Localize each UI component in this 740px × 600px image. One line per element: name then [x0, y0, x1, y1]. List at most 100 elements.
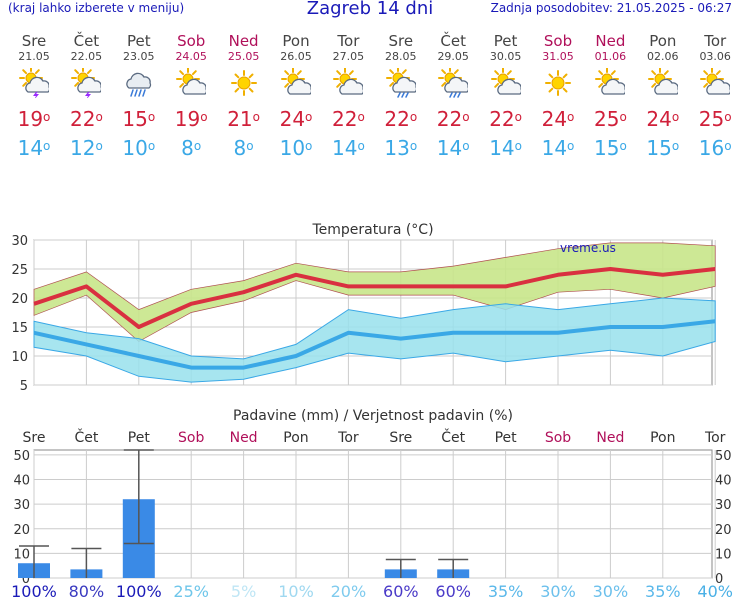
category-label: Pet	[495, 430, 518, 446]
min-temp: 14o	[541, 136, 575, 160]
min-temp: 14o	[489, 136, 522, 160]
sun-cloud-icon	[595, 68, 626, 95]
max-temp: 19o	[17, 107, 51, 131]
day-column: Pet 30.05 22o 14o	[480, 32, 532, 161]
precip-probability: 35%	[645, 582, 681, 600]
day-column: Sob 31.05 24o 14o	[532, 32, 584, 161]
sun-cloud-icon	[333, 68, 364, 95]
category-label: Pon	[650, 430, 675, 446]
min-temp: 14o	[17, 136, 51, 160]
location-menu-note: (kraj lahko izberete v meniju)	[8, 1, 185, 15]
max-temp: 25o	[698, 107, 732, 131]
precipitation-chart: Padavine (mm) / Verjetnost padavin (%) Sr…	[11, 408, 733, 600]
max-temp: 22o	[331, 107, 365, 131]
day-name: Pon	[649, 32, 677, 50]
y-tick-label: 25	[11, 263, 28, 278]
day-name: Pet	[493, 32, 518, 50]
category-label: Ned	[596, 430, 624, 446]
day-column: Sre 28.05 22o 13o	[375, 33, 427, 161]
max-temp: 15o	[122, 107, 156, 131]
day-name: Pet	[126, 32, 151, 50]
watermark: vreme.us	[560, 241, 616, 255]
max-temp-band	[33, 242, 716, 342]
sun-icon	[230, 70, 257, 96]
category-label: Tor	[337, 430, 359, 446]
day-date: 21.05	[18, 50, 50, 63]
y-tick-label-left: 10	[13, 547, 30, 562]
category-label: Ned	[230, 430, 258, 446]
y-tick-label-right: 30	[715, 498, 732, 513]
sun-cloud-icon	[281, 68, 311, 95]
precip-probability: 30%	[593, 582, 629, 600]
max-temp: 22o	[436, 107, 470, 131]
temp-chart-title: Temperatura (°C)	[311, 222, 433, 238]
min-temp: 8o	[181, 136, 202, 160]
day-column: Tor 03.06 25o 16o	[689, 32, 740, 161]
page-title: Zagreb 14 dni	[306, 0, 434, 19]
sun-cloud-icon	[647, 68, 678, 95]
sun-cloud-storm-icon	[19, 68, 49, 98]
precip-probability: 60%	[383, 582, 419, 600]
min-temp: 14o	[331, 136, 365, 160]
y-tick-label-left: 40	[13, 474, 30, 489]
day-date: 30.05	[489, 50, 522, 63]
day-column: Pon 02.06 24o 15o	[637, 32, 689, 161]
precip-probability: 35%	[488, 582, 524, 600]
day-date: 03.06	[699, 50, 731, 63]
sun-icon	[545, 70, 571, 96]
day-date: 25.05	[227, 50, 260, 63]
day-date: 02.06	[647, 50, 679, 63]
y-tick-label-right: 20	[715, 523, 732, 538]
sun-cloud-storm-icon	[71, 68, 102, 98]
min-temp: 8o	[233, 136, 254, 160]
y-tick-label-left: 0	[22, 572, 30, 587]
last-updated: Zadnja posodobitev: 21.05.2025 - 06:27	[490, 1, 732, 15]
y-tick-label: 10	[11, 350, 28, 365]
min-temp: 15o	[646, 136, 680, 160]
day-column: Sre 21.05 19o 14o	[8, 32, 60, 161]
max-temp: 19o	[174, 107, 208, 131]
min-temp: 10o	[279, 136, 313, 160]
day-name: Sob	[543, 32, 573, 50]
day-name: Čet	[440, 32, 466, 50]
day-column: Ned 01.06 25o 15o	[584, 32, 636, 161]
min-temp-band	[33, 297, 716, 383]
y-tick-label-left: 20	[13, 523, 30, 538]
day-name: Ned	[595, 32, 626, 50]
day-column: Pet 23.05 15o 10o	[113, 32, 165, 161]
max-temp: 24o	[646, 107, 680, 131]
day-name: Ned	[228, 32, 259, 50]
day-name: Čet	[73, 32, 100, 50]
max-temp: 24o	[541, 107, 575, 131]
sun-cloud-icon	[490, 68, 521, 95]
category-label: Čet	[74, 428, 98, 446]
day-column: Pon 26.05 24o 10o	[270, 32, 322, 161]
day-name: Sre	[21, 32, 47, 50]
day-date: 31.05	[542, 50, 574, 63]
category-label: Čet	[441, 428, 465, 446]
day-name: Tor	[704, 32, 727, 50]
day-column: Tor 27.05 22o 14o	[322, 33, 374, 161]
category-label: Sob	[178, 430, 204, 446]
temperature-chart: 5 10 15 20 25 30 vreme.us Temperatura (°C)	[11, 222, 716, 394]
min-temp: 16o	[698, 136, 732, 160]
precip-probability: 25%	[173, 582, 209, 600]
day-date: 28.05	[385, 50, 417, 63]
day-date: 24.05	[175, 50, 207, 63]
day-date: 29.05	[437, 50, 469, 63]
min-temp: 13o	[384, 136, 418, 160]
y-tick-label-left: 30	[13, 498, 30, 513]
precip-probability: 5%	[231, 582, 256, 600]
category-label: Tor	[704, 430, 726, 446]
day-column: Sob 24.05 19o 8o	[165, 33, 217, 161]
y-tick-label-right: 0	[715, 572, 723, 587]
day-column: Ned 25.05 21o 8o	[218, 32, 270, 161]
y-tick-label: 30	[11, 234, 28, 249]
sun-cloud-rain-icon	[438, 68, 469, 98]
sun-cloud-icon	[700, 68, 731, 95]
min-temp: 10o	[122, 136, 156, 160]
category-label: Pet	[128, 430, 151, 446]
day-date: 27.05	[332, 50, 365, 63]
day-name: Pon	[282, 32, 310, 50]
day-date: 26.05	[280, 50, 312, 63]
